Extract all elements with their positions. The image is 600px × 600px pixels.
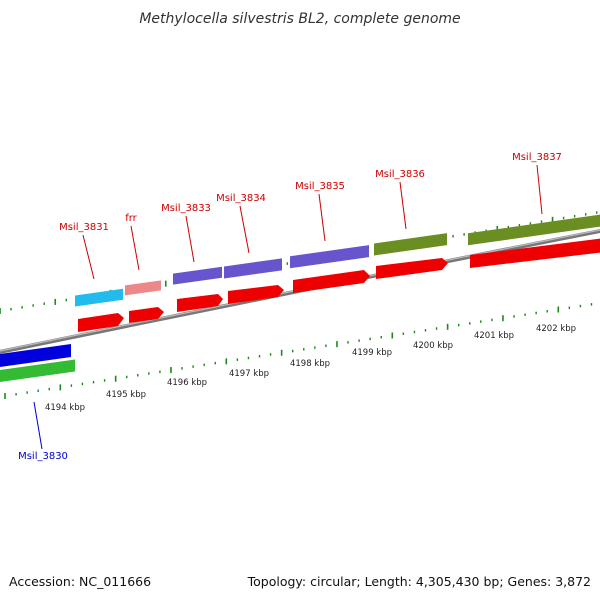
gene-leader-line [33, 401, 43, 450]
gene-leader-line [318, 193, 326, 242]
gene-feature-olive-2 [468, 213, 600, 246]
gene-feature-green [0, 359, 75, 383]
cds-arrow [376, 258, 448, 279]
cds-arrow [177, 294, 223, 312]
kbp-label: 4196 kbp [167, 378, 207, 388]
gene-leader-line [536, 164, 543, 215]
accession-text: Accession: NC_011666 [9, 574, 151, 589]
kbp-label: 4200 kbp [413, 341, 453, 351]
gene-label: Msil_3837 [512, 152, 562, 163]
cds-arrow [78, 313, 124, 332]
gene-feature-pink [125, 280, 161, 296]
gene-features [0, 213, 600, 383]
gene-label: Msil_3835 [295, 181, 345, 192]
kbp-label: 4198 kbp [290, 359, 330, 369]
gene-leader-line [130, 225, 140, 271]
cds-arrow [228, 285, 284, 304]
gene-label: Msil_3831 [59, 222, 109, 233]
cds-arrow [470, 238, 600, 268]
kbp-label: 4201 kbp [474, 331, 514, 341]
gene-leader-line [185, 215, 195, 263]
cds-arrow [293, 270, 370, 293]
gene-leader-line [82, 234, 95, 280]
genome-summary-text: Topology: circular; Length: 4,305,430 bp… [247, 574, 591, 589]
gene-feature-purple-2 [224, 258, 282, 279]
cds-arrow [129, 307, 164, 323]
gene-feature-cyan [75, 288, 123, 307]
gene-feature-olive-1 [374, 233, 447, 256]
inner-tick-ring [4, 303, 593, 399]
kbp-label-group: 4194 kbp 4195 kbp 4196 kbp 4197 kbp 4198 kbp… [45, 324, 576, 413]
kbp-label: 4199 kbp [352, 348, 392, 358]
gene-label: Msil_3830 [18, 451, 68, 462]
gene-leader-line [239, 205, 250, 254]
gene-leader-line [399, 181, 407, 230]
gene-label: frr [125, 213, 137, 224]
gene-label: Msil_3836 [375, 169, 425, 180]
gene-feature-purple-1 [173, 266, 222, 285]
gene-feature-purple-3 [290, 245, 369, 269]
gene-feature-blue [0, 344, 71, 368]
map-title: Methylocella silvestris BL2, complete ge… [139, 11, 460, 27]
kbp-label: 4195 kbp [106, 390, 146, 400]
kbp-label: 4194 kbp [45, 403, 85, 413]
kbp-label: 4197 kbp [229, 369, 269, 379]
gene-label: Msil_3834 [216, 193, 266, 204]
kbp-label: 4202 kbp [536, 324, 576, 334]
gene-label-group: Msil_3831 frr Msil_3833 Msil_3834 Msil_3835 M… [18, 152, 562, 462]
gene-label: Msil_3833 [161, 203, 211, 214]
